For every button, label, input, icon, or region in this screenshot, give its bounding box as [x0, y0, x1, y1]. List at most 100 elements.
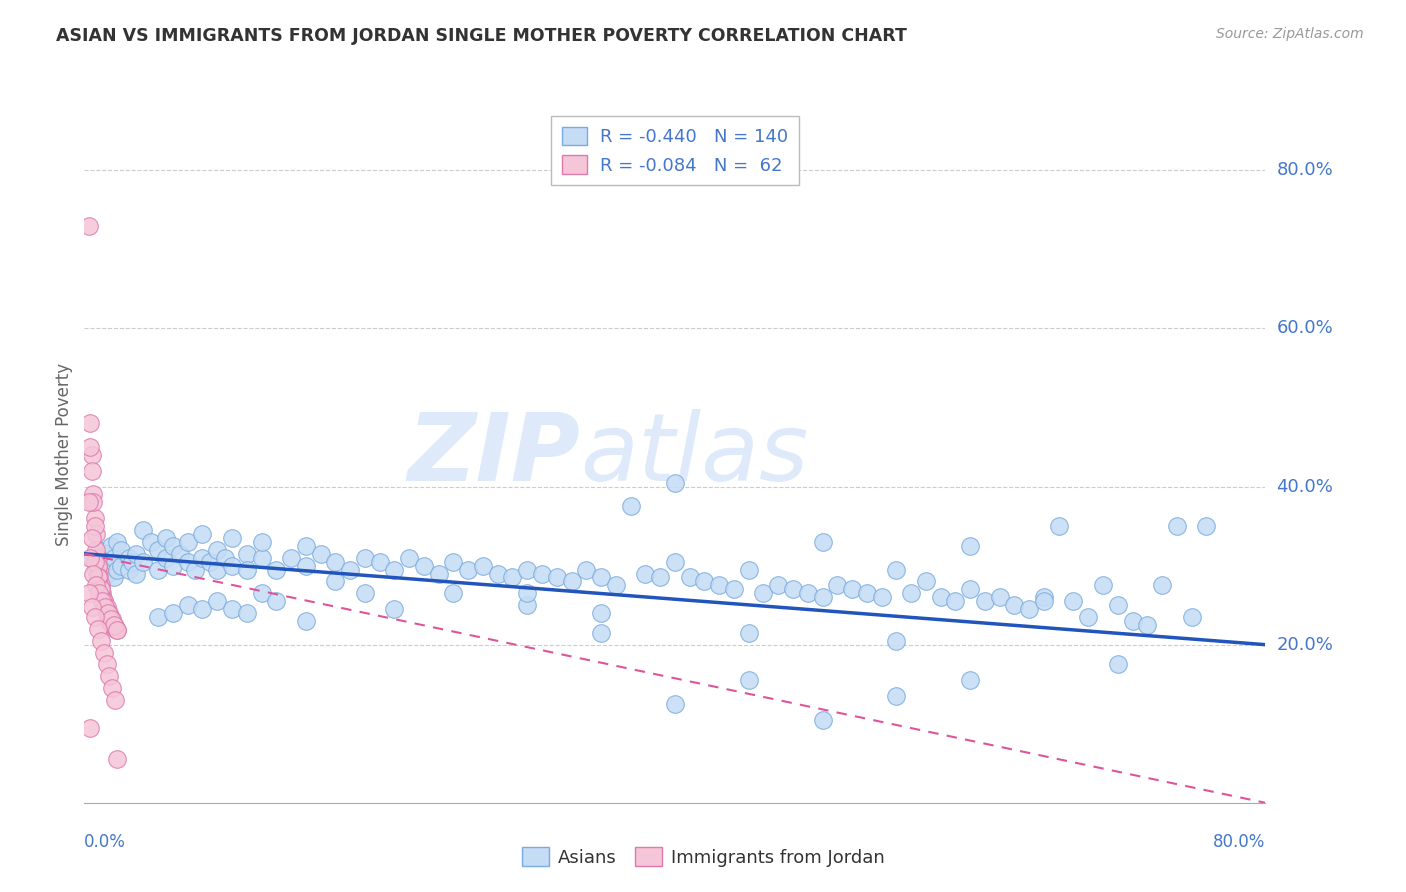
- Point: [650, 570, 672, 584]
- Point: [382, 602, 406, 616]
- Point: [105, 752, 128, 766]
- Point: [118, 563, 141, 577]
- Point: [110, 558, 132, 573]
- Point: [79, 721, 101, 735]
- Point: [80, 599, 103, 614]
- Point: [110, 542, 132, 557]
- Point: [103, 550, 125, 565]
- Point: [782, 582, 804, 597]
- Point: [634, 566, 657, 581]
- Point: [959, 539, 981, 553]
- Point: [82, 495, 104, 509]
- Point: [959, 673, 981, 688]
- Point: [97, 606, 120, 620]
- Point: [679, 570, 702, 584]
- Point: [162, 558, 184, 573]
- Point: [974, 594, 997, 608]
- Point: [811, 713, 834, 727]
- Point: [1063, 594, 1085, 608]
- Point: [221, 558, 243, 573]
- Point: [93, 646, 115, 660]
- Point: [132, 555, 155, 569]
- Point: [101, 618, 124, 632]
- Point: [443, 586, 465, 600]
- Point: [915, 574, 938, 589]
- Point: [250, 534, 273, 549]
- Point: [339, 563, 361, 577]
- Point: [84, 542, 107, 557]
- Point: [207, 563, 229, 577]
- Point: [664, 555, 686, 569]
- Point: [105, 534, 128, 549]
- Point: [100, 558, 122, 573]
- Point: [856, 586, 879, 600]
- Point: [1092, 578, 1115, 592]
- Point: [104, 618, 127, 632]
- Point: [1107, 598, 1129, 612]
- Point: [83, 555, 105, 569]
- Point: [236, 606, 259, 620]
- Point: [191, 602, 214, 616]
- Point: [354, 550, 377, 565]
- Point: [709, 578, 731, 592]
- Point: [177, 598, 200, 612]
- Point: [105, 563, 128, 577]
- Point: [664, 697, 686, 711]
- Point: [83, 519, 105, 533]
- Point: [132, 523, 155, 537]
- Point: [221, 602, 243, 616]
- Point: [945, 594, 967, 608]
- Point: [103, 570, 125, 584]
- Point: [382, 563, 406, 577]
- Point: [811, 591, 834, 605]
- Point: [443, 555, 465, 569]
- Point: [79, 550, 101, 565]
- Text: 0.0%: 0.0%: [84, 833, 127, 851]
- Point: [398, 550, 420, 565]
- Point: [752, 586, 775, 600]
- Point: [266, 563, 288, 577]
- Point: [768, 578, 790, 592]
- Point: [80, 464, 103, 478]
- Point: [104, 693, 127, 707]
- Point: [605, 578, 627, 592]
- Point: [80, 550, 103, 565]
- Point: [250, 550, 273, 565]
- Point: [546, 570, 568, 584]
- Point: [93, 594, 115, 608]
- Point: [162, 606, 184, 620]
- Point: [94, 599, 117, 614]
- Point: [1166, 519, 1188, 533]
- Point: [100, 612, 122, 626]
- Point: [98, 614, 121, 628]
- Point: [96, 606, 118, 620]
- Point: [177, 555, 200, 569]
- Point: [738, 563, 761, 577]
- Point: [101, 681, 124, 695]
- Point: [472, 558, 495, 573]
- Point: [80, 531, 103, 545]
- Point: [96, 547, 118, 561]
- Point: [221, 531, 243, 545]
- Point: [591, 570, 613, 584]
- Point: [236, 563, 259, 577]
- Point: [516, 598, 538, 612]
- Text: 80.0%: 80.0%: [1213, 833, 1265, 851]
- Point: [86, 550, 108, 565]
- Point: [575, 563, 598, 577]
- Text: 40.0%: 40.0%: [1277, 477, 1333, 496]
- Point: [77, 495, 100, 509]
- Point: [280, 550, 302, 565]
- Point: [886, 689, 908, 703]
- Point: [97, 610, 120, 624]
- Point: [87, 570, 111, 584]
- Point: [427, 566, 450, 581]
- Point: [148, 563, 170, 577]
- Point: [457, 563, 479, 577]
- Point: [87, 563, 111, 577]
- Point: [1195, 519, 1218, 533]
- Point: [325, 555, 347, 569]
- Point: [561, 574, 583, 589]
- Point: [98, 606, 121, 620]
- Point: [91, 594, 114, 608]
